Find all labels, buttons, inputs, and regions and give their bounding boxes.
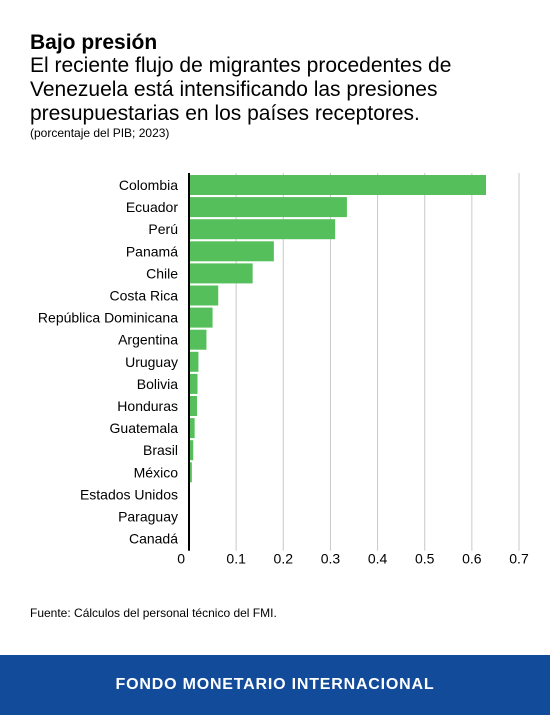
category-label: Panamá [126,243,178,259]
category-label: Honduras [117,398,178,414]
category-label: México [134,464,179,480]
category-label: Canadá [129,531,178,547]
category-label: Bolivia [137,376,178,392]
bar [189,307,213,328]
bar [189,241,274,262]
x-tick-label: 0.6 [462,551,482,567]
x-tick-label: 0.1 [226,551,246,567]
category-label: Costa Rica [110,288,179,304]
category-labels: Colombia Ecuador Perú Panamá Chile Costa Rica… [38,177,178,547]
bar [189,329,207,350]
category-label: Uruguay [125,354,178,370]
x-tick-labels: 0 0.1 0.2 0.3 0.4 0.5 0.6 0.7 [177,551,529,567]
x-tick-label: 0.3 [321,551,341,567]
bar [189,396,198,416]
bar-chart: Colombia Ecuador Perú Panamá Chile Costa Rica… [38,173,529,567]
bar [189,418,195,439]
category-label: Perú [148,221,178,237]
x-tick-label: 0 [177,551,185,567]
x-tick-label: 0.4 [368,551,388,567]
chart-title: Bajo presión [30,31,158,54]
bar [189,285,219,306]
category-label: Colombia [119,177,178,193]
x-tick-label: 0.2 [274,551,294,567]
category-label: Chile [146,265,178,281]
x-tick-label: 0.5 [415,551,435,567]
bar [189,219,336,240]
category-label: Ecuador [126,199,178,215]
category-label: República Dominicana [38,310,178,326]
unit-note: (porcentaje del PIB; 2023) [30,126,170,140]
source-note: Fuente: Cálculos del personal técnico de… [30,606,277,620]
category-label: Paraguay [118,509,178,525]
chart-subtitle: El reciente flujo de migrantes procedent… [30,54,452,125]
category-label: Guatemala [110,420,179,436]
bar [189,175,486,195]
category-label: Brasil [143,442,178,458]
bar [189,440,194,461]
x-tick-label: 0.7 [509,551,529,567]
imf-footer: FONDO MONETARIO INTERNACIONAL [0,655,550,715]
category-label: Estados Unidos [80,486,178,502]
bars [189,175,486,549]
bar [189,373,198,394]
bar [189,351,199,372]
bar [189,462,192,483]
category-label: Argentina [118,332,178,348]
bar [189,263,253,284]
bar [189,197,347,218]
